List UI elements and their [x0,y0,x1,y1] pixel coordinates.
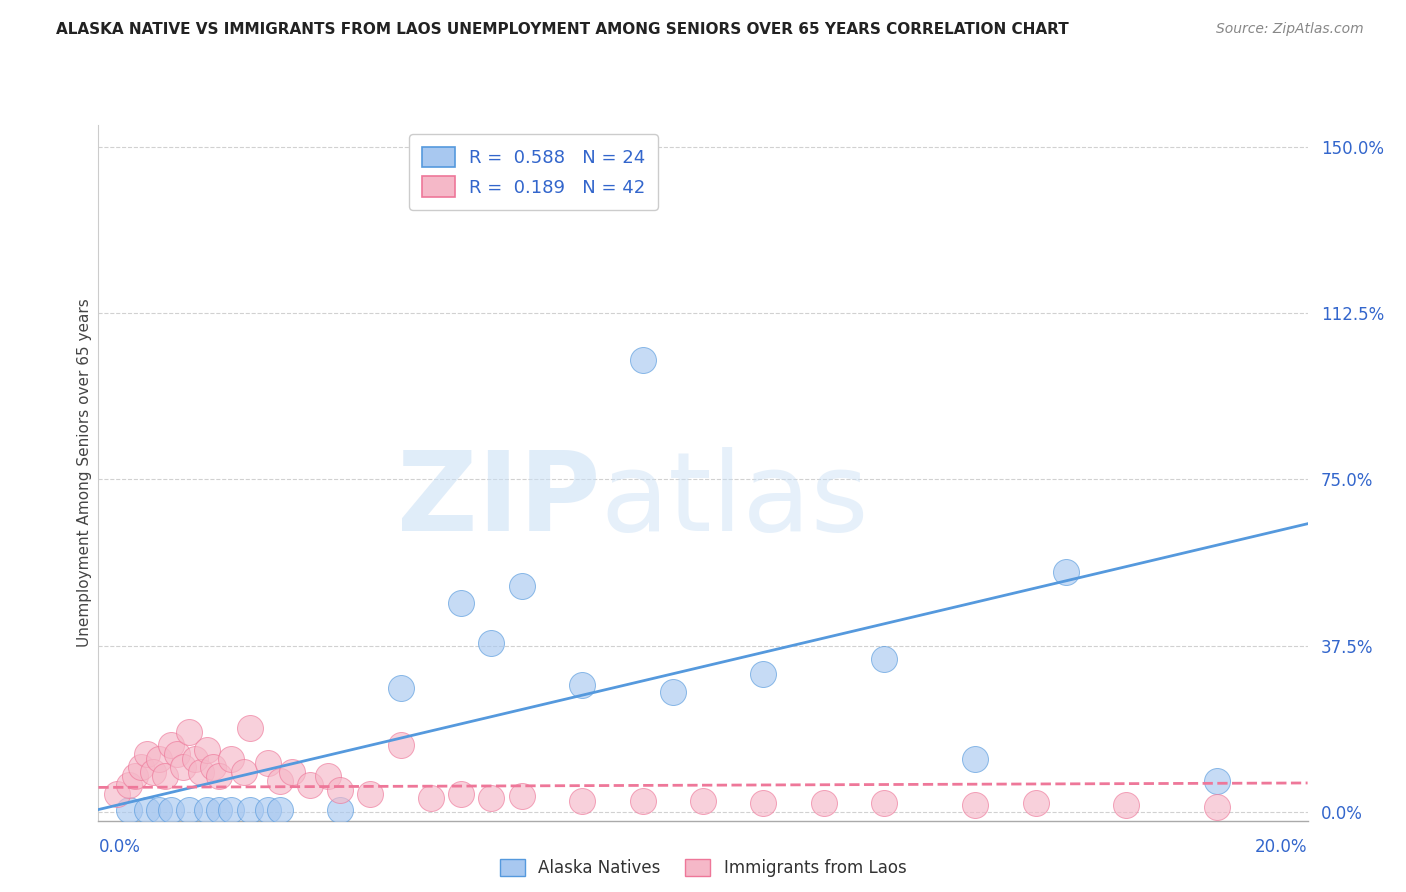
Point [129,760,152,774]
Point [184,751,207,765]
Point [221,803,243,817]
Legend: Alaska Natives, Immigrants from Laos: Alaska Natives, Immigrants from Laos [494,852,912,884]
Point [389,681,412,695]
Point [281,764,304,779]
Text: ZIP: ZIP [396,447,600,554]
Point [153,769,176,783]
Point [239,803,262,817]
Point [631,352,654,367]
Point [269,803,291,817]
Point [269,773,291,788]
Point [135,747,157,761]
Point [190,764,212,779]
Point [118,778,141,792]
Point [135,803,157,817]
Point [510,789,533,804]
Point [692,794,714,808]
Point [172,760,194,774]
Point [1206,773,1229,788]
Point [1024,796,1046,810]
Point [195,803,218,817]
Text: 0.0%: 0.0% [98,838,141,856]
Point [360,787,382,801]
Point [142,764,165,779]
Point [1054,566,1077,580]
Point [160,803,183,817]
Point [571,678,593,692]
Text: ALASKA NATIVE VS IMMIGRANTS FROM LAOS UNEMPLOYMENT AMONG SENIORS OVER 65 YEARS C: ALASKA NATIVE VS IMMIGRANTS FROM LAOS UN… [56,22,1069,37]
Point [481,791,503,805]
Y-axis label: Unemployment Among Seniors over 65 years: Unemployment Among Seniors over 65 years [77,299,91,647]
Point [965,751,987,765]
Point [166,747,188,761]
Point [160,739,183,753]
Point [1115,798,1137,813]
Point [813,796,835,810]
Point [571,794,593,808]
Text: Source: ZipAtlas.com: Source: ZipAtlas.com [1216,22,1364,37]
Point [873,796,896,810]
Point [256,756,278,770]
Point [105,787,128,801]
Point [316,769,339,783]
Point [1206,800,1229,814]
Point [329,782,352,797]
Point [299,778,322,792]
Point [419,791,441,805]
Point [450,597,472,611]
Point [256,803,278,817]
Point [510,579,533,593]
Point [208,803,231,817]
Point [329,803,352,817]
Point [389,739,412,753]
Point [148,751,170,765]
Legend: R =  0.588   N = 24, R =  0.189   N = 42: R = 0.588 N = 24, R = 0.189 N = 42 [409,134,658,210]
Point [221,751,243,765]
Point [124,769,146,783]
Text: 20.0%: 20.0% [1256,838,1308,856]
Point [661,685,683,699]
Point [631,794,654,808]
Point [195,743,218,757]
Point [232,764,254,779]
Point [239,721,262,735]
Text: atlas: atlas [600,447,869,554]
Point [202,760,225,774]
Point [965,798,987,813]
Point [873,652,896,666]
Point [118,803,141,817]
Point [450,787,472,801]
Point [177,803,201,817]
Point [481,636,503,650]
Point [752,667,775,681]
Point [752,796,775,810]
Point [177,725,201,739]
Point [208,769,231,783]
Point [148,803,170,817]
